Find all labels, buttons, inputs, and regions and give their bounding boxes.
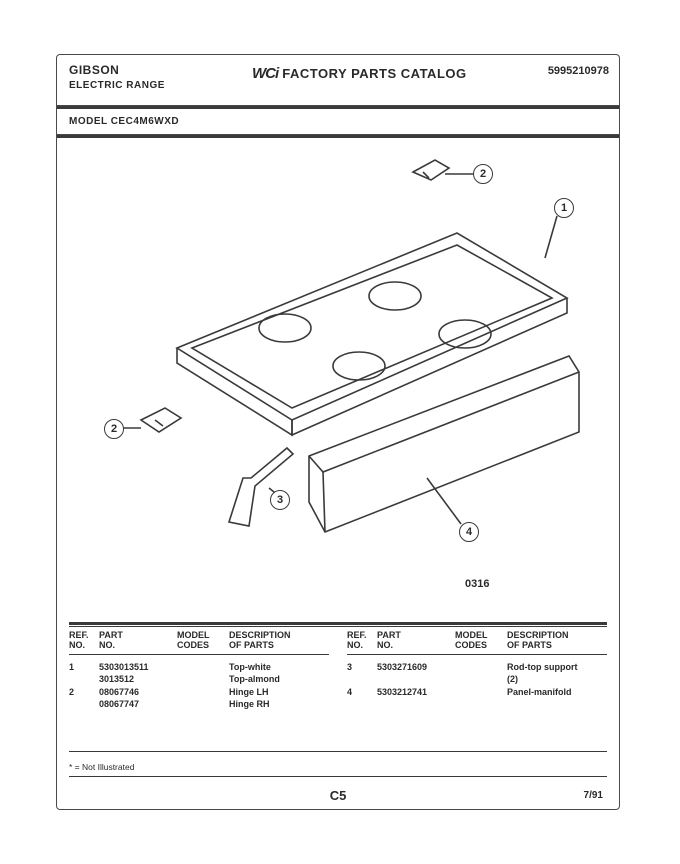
th-ref: REF. NO. [69,630,99,650]
diagram-code: 0316 [465,578,489,590]
table-row: 08067747Hinge RH [69,698,329,711]
table-col-left: REF. NO. PART NO. MODEL CODES DESCRIPTIO… [69,627,329,751]
th-model: MODEL CODES [455,630,507,650]
catalog-label: FACTORY PARTS CATALOG [282,66,466,81]
callout-3: 3 [270,490,290,510]
th-part: PART NO. [99,630,177,650]
callout-1: 1 [554,198,574,218]
page-header: GIBSON ELECTRIC RANGE WCi FACTORY PARTS … [57,55,619,105]
table-footnote: * = Not Illustrated [69,752,607,776]
exploded-diagram: 1 2 2 3 4 0316 [57,138,619,616]
page-date: 7/91 [584,790,603,801]
table-row: 35303271609Rod-top support [347,661,607,674]
callout-2-top: 2 [473,164,493,184]
document-number: 5995210978 [548,65,609,77]
table-row: (2) [347,673,607,686]
th-desc: DESCRIPTION OF PARTS [229,630,329,650]
model-row: MODEL CEC4M6WXD [57,109,619,134]
wci-logo: WCi [252,65,278,82]
table-row: 15303013511Top-white [69,661,329,674]
diagram-svg [57,138,621,616]
table-row: 45303212741Panel-manifold [347,686,607,699]
callout-4: 4 [459,522,479,542]
table-row: 208067746Hinge LH [69,686,329,699]
th-part: PART NO. [377,630,455,650]
th-ref: REF. NO. [347,630,377,650]
th-model: MODEL CODES [177,630,229,650]
parts-table: REF. NO. PART NO. MODEL CODES DESCRIPTIO… [57,616,619,781]
page-number: C5 [57,788,619,803]
table-col-right: REF. NO. PART NO. MODEL CODES DESCRIPTIO… [347,627,607,751]
callout-2-left: 2 [104,419,124,439]
table-row: 3013512Top-almond [69,673,329,686]
catalog-title: WCi FACTORY PARTS CATALOG [252,65,467,82]
th-desc: DESCRIPTION OF PARTS [507,630,607,650]
page-frame: GIBSON ELECTRIC RANGE WCi FACTORY PARTS … [56,54,620,810]
